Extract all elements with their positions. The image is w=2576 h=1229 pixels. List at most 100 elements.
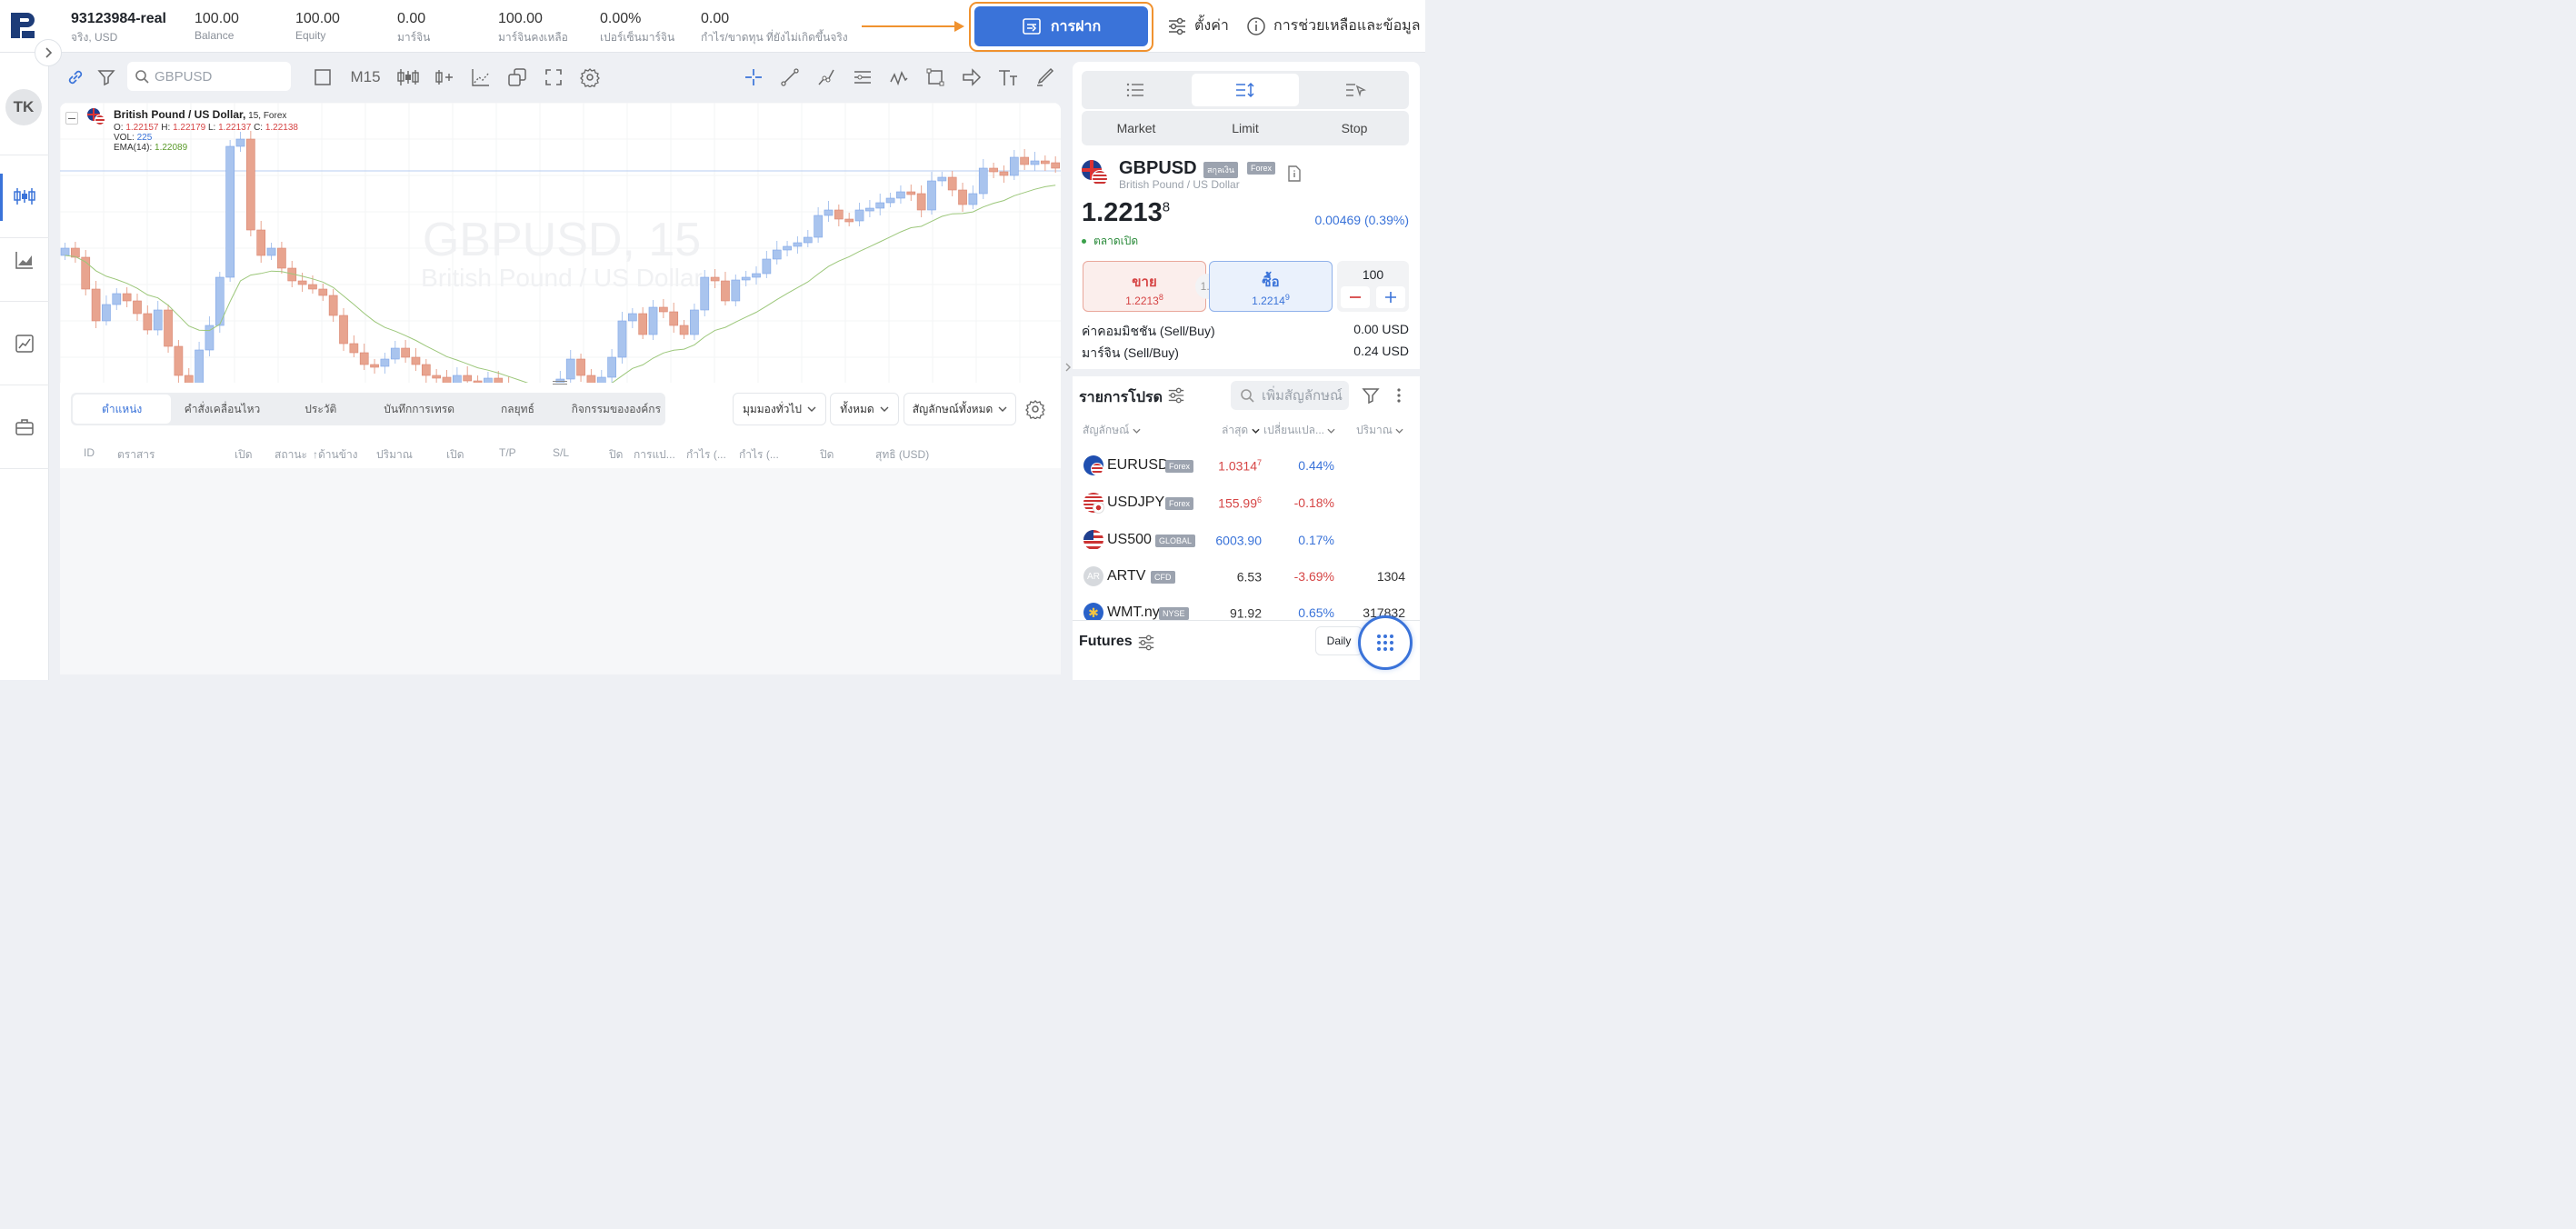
gear-icon[interactable] [578,65,602,89]
quantity-value[interactable]: 100 [1362,267,1384,282]
deposit-button[interactable]: การฝาก [974,6,1148,46]
col-tp[interactable]: T/P [499,446,516,459]
tab-orders[interactable]: คำสั่งเคลื่อนไหว [184,402,261,415]
sidebar-item-trading[interactable] [0,155,49,238]
help-button[interactable]: การช่วยเหลือและข้อมูล [1246,15,1421,37]
watchlist-row-usdjpy[interactable]: USDJPY Forex 155.996 -0.18% [1073,485,1420,521]
symbol-info-button[interactable] [1287,165,1302,185]
col-status[interactable]: สถานะ [275,448,307,461]
fib-icon[interactable] [851,65,874,89]
col-conversion[interactable]: การแป... [634,448,675,461]
trendline-icon[interactable] [778,65,802,89]
collapse-right-panel-button[interactable] [1064,360,1072,375]
crosshair-icon[interactable] [742,65,765,89]
candle-up [390,347,400,360]
col-open[interactable]: เปิด [235,448,253,461]
arrow-tool-icon[interactable] [960,65,983,89]
chart-type-icon[interactable] [396,65,420,89]
symbol-search-input[interactable]: GBPUSD [155,68,213,85]
watchlist-settings-button[interactable] [1167,386,1185,407]
sidebar-item-analytics[interactable] [0,302,49,385]
tab-history[interactable]: ประวัติ [305,402,337,415]
watchlist-row-wmt[interactable]: ✱ WMT.ny NYSE 91.92 0.65% 317832 [1073,595,1420,620]
tab-journal[interactable]: บันทึกการเทรด [384,402,454,415]
artv-avatar: AR [1083,566,1103,586]
candlestick-icon [14,188,35,205]
col-net[interactable]: สุทธิ (USD) [875,448,930,461]
resize-handle[interactable] [553,379,567,386]
square-icon[interactable] [311,65,334,89]
col-id[interactable]: ID [84,446,95,459]
pattern-icon[interactable] [887,65,911,89]
col-close-price[interactable]: ปิด [820,448,834,461]
candle-down [277,247,286,269]
apps-menu-button[interactable] [1358,615,1413,670]
quantity-increase-button[interactable] [1376,286,1405,308]
row-price: 91.92 [1229,605,1262,620]
brush-icon[interactable] [1033,65,1056,89]
list-view-tab[interactable] [1082,71,1189,109]
col-close[interactable]: ปิด [609,448,624,461]
account-selector[interactable]: 93123984-real จริง, USD [71,11,166,46]
templates-icon[interactable] [505,65,529,89]
futures-settings-button[interactable] [1137,634,1155,654]
col-instrument[interactable]: ตราสาร [117,448,155,461]
watchlist-row-artv[interactable]: AR ARTV CFD 6.53 -3.69% 1304 [1073,558,1420,595]
path-icon[interactable] [814,65,838,89]
col-sl[interactable]: S/L [553,446,570,459]
cursor-view-tab[interactable] [1302,71,1409,109]
symbol-search[interactable]: GBPUSD [127,62,291,91]
table-settings-button[interactable] [1025,399,1045,422]
indicators-icon[interactable] [433,65,456,89]
watchlist-search-input[interactable]: เพิ่มสัญลักษณ์ [1262,388,1343,404]
filter-icon[interactable] [95,65,118,89]
col-symbol[interactable]: สัญลักษณ์ [1083,422,1141,439]
collapse-legend-button[interactable] [65,112,78,125]
roboforex-logo[interactable] [9,11,38,40]
expand-sidebar-button[interactable] [35,39,62,66]
price-chart[interactable]: GBPUSD, 15 British Pound / US Dollar Bri… [60,103,1061,383]
stat-balance: 100.00 Balance [195,11,239,42]
text-tool-icon[interactable] [996,65,1020,89]
symbols-dropdown[interactable]: สัญลักษณ์ทั้งหมด [904,393,1016,425]
filter-all-dropdown[interactable]: ทั้งหมด [830,393,899,425]
compare-icon[interactable] [469,65,493,89]
link-icon[interactable] [64,65,87,89]
tab-positions[interactable]: ตำแหน่ง [73,395,172,424]
quantity-decrease-button[interactable] [1341,286,1370,308]
order-type-limit[interactable]: Limit [1232,121,1259,135]
watchlist-more-button[interactable] [1396,386,1402,407]
watchlist-search[interactable]: เพิ่มสัญลักษณ์ [1231,381,1349,410]
col-profit-1[interactable]: กำไร (... [686,448,726,461]
col-profit-2[interactable]: กำไร (... [739,448,779,461]
order-type-stop[interactable]: Stop [1341,121,1368,135]
col-volume[interactable]: ปริมาณ [1356,422,1403,439]
sell-button[interactable]: ขาย 1.22138 [1083,261,1206,312]
tab-corporate-actions[interactable]: กิจกรรมขององค์กร [571,402,662,415]
sidebar-item-markets[interactable] [0,218,49,302]
watchlist-row-us500[interactable]: US500 GLOBAL 6003.90 0.17% [1073,522,1420,558]
futures-period-button[interactable]: Daily [1315,626,1363,655]
watchlist-filter-button[interactable] [1362,386,1380,407]
col-side[interactable]: ↑ด้านข้าง [313,448,358,461]
rectangle-icon[interactable] [924,65,947,89]
buy-button[interactable]: ซื้อ 1.22149 [1209,261,1333,312]
sidebar-item-portfolio[interactable] [0,385,49,469]
view-dropdown[interactable]: มุมมองทั่วไป [733,393,826,425]
margin-label: มาร์จิน (Sell/Buy) [1082,345,1179,360]
watchlist-row-eurusd[interactable]: EURUSD Forex 1.03147 0.44% [1073,447,1420,484]
avatar[interactable]: TK [5,89,42,125]
chart-canvas[interactable]: GBPUSD, 15 British Pound / US Dollar [60,103,1061,383]
col-last[interactable]: ล่าสุด [1222,422,1260,439]
col-open-price[interactable]: เปิด [446,448,464,461]
col-volume[interactable]: ปริมาณ [376,448,413,461]
col-symbol-label: สัญลักษณ์ [1083,424,1130,436]
row-badge: GLOBAL [1155,535,1196,547]
fullscreen-icon[interactable] [542,65,565,89]
timeframe-selector[interactable]: M15 [350,68,381,85]
order-view-tab[interactable] [1192,74,1299,106]
order-type-market[interactable]: Market [1116,121,1156,135]
tab-strategies[interactable]: กลยุทธ์ [501,402,534,415]
col-change[interactable]: เปลี่ยนแปล... [1263,422,1335,439]
settings-button[interactable]: ตั้งค่า [1167,15,1229,37]
